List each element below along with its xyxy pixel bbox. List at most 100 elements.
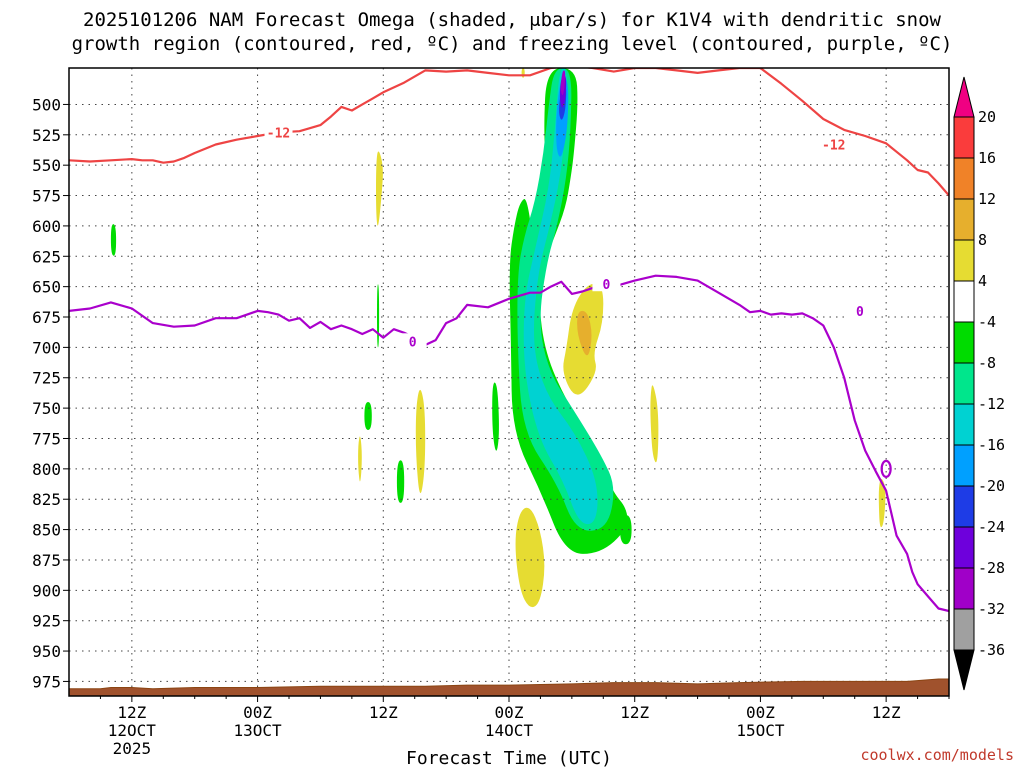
- y-tick-label-650: 650: [32, 278, 61, 297]
- colorbar-label-10: -24: [978, 518, 1005, 536]
- colorbar-label-4: 4: [978, 272, 987, 290]
- x-tick-label-24-1: 13OCT: [233, 721, 282, 740]
- colorbar-label-9: -20: [978, 477, 1005, 495]
- y-tick-label-525: 525: [32, 126, 61, 145]
- y-tick-label-575: 575: [32, 187, 61, 206]
- colorbar-arrow-top: [953, 76, 975, 118]
- colorbar-box-5: [953, 321, 975, 364]
- colorbar-box-4: [953, 280, 975, 323]
- terrain-ground-fill: [69, 678, 949, 696]
- colorbar-box-11: [953, 567, 975, 610]
- colorbar-legend: 20 16 12 8 4 -4 -8 -12 -16 -20 -24 -28 -32 -36: [953, 76, 1005, 691]
- y-axis: 500 525 550 575 600 625 650 675 700 725 750 775 800 8…: [32, 95, 69, 691]
- colorbar-box-9: [953, 485, 975, 528]
- freezing-label-1: 0: [409, 335, 417, 350]
- dgz-label-left: -12: [267, 126, 290, 141]
- chart-title-line-1: 2025101206 NAM Forecast Omega (shaded, μ…: [83, 9, 941, 31]
- omega-band-m28: [560, 70, 566, 96]
- x-tick-label-12-2: 2025: [113, 739, 152, 758]
- chart-title-line-2: growth region (contoured, red, ºC) and f…: [72, 33, 953, 55]
- x-axis-label: Forecast Time (UTC): [406, 748, 612, 768]
- omega-feature-3: [376, 151, 383, 226]
- colorbar-label-8: -16: [978, 436, 1005, 454]
- colorbar-label-5: -4: [978, 313, 996, 331]
- x-tick-label-24-0: 00Z: [243, 703, 272, 722]
- colorbar-label-2: 12: [978, 190, 996, 208]
- y-tick-label-625: 625: [32, 247, 61, 266]
- omega-cell-green-5: [492, 382, 499, 451]
- colorbar-box-10: [953, 526, 975, 569]
- colorbar-label-0: 20: [978, 108, 996, 126]
- x-tick-label-72-1: 15OCT: [736, 721, 785, 740]
- x-tick-label-12-0: 12Z: [117, 703, 146, 722]
- omega-shading-layer: [110, 68, 886, 608]
- credit-text: coolwx.com/models: [860, 746, 1014, 764]
- y-tick-label-775: 775: [32, 429, 61, 448]
- y-tick-label-725: 725: [32, 369, 61, 388]
- colorbar-box-8: [953, 444, 975, 487]
- freezing-label-2: 0: [603, 278, 611, 293]
- omega-feature-4: [415, 389, 426, 494]
- y-tick-label-600: 600: [32, 217, 61, 236]
- omega-feature-7: [515, 507, 545, 608]
- contour-layer: -12 -12 0 0 0: [69, 68, 949, 613]
- dgz-label-left-bg: [264, 124, 293, 140]
- colorbar-label-3: 8: [978, 231, 987, 249]
- colorbar-box-7: [953, 403, 975, 446]
- colorbar-box-6: [953, 362, 975, 405]
- colorbar-box-0: [953, 116, 975, 159]
- colorbar-arrow-bottom: [953, 649, 975, 691]
- x-tick-label-36-0: 12Z: [369, 703, 398, 722]
- y-tick-label-550: 550: [32, 156, 61, 175]
- y-tick-label-700: 700: [32, 338, 61, 357]
- y-tick-label-850: 850: [32, 521, 61, 540]
- omega-cell-green-4: [396, 460, 405, 503]
- y-tick-label-825: 825: [32, 490, 61, 509]
- y-tick-label-875: 875: [32, 551, 61, 570]
- freezing-label-3: 0: [856, 305, 864, 320]
- omega-feature-2: [577, 310, 592, 356]
- colorbar-label-7: -12: [978, 395, 1005, 413]
- colorbar-label-13: -36: [978, 641, 1005, 659]
- y-tick-label-800: 800: [32, 460, 61, 479]
- colorbar-label-1: 16: [978, 149, 996, 167]
- omega-feature-5: [358, 436, 362, 482]
- colorbar-box-2: [953, 198, 975, 241]
- x-tick-label-84-0: 12Z: [872, 703, 901, 722]
- x-tick-label-72-0: 00Z: [746, 703, 775, 722]
- freezing-level-contour: [69, 274, 949, 613]
- freezing-label-3-bg: [845, 302, 874, 318]
- omega-cell-green-1: [110, 224, 117, 256]
- dgz-label-right: -12: [822, 139, 845, 154]
- omega-feature-8: [878, 478, 886, 528]
- y-tick-label-925: 925: [32, 612, 61, 631]
- plot-area: -12 -12 0 0 0: [69, 68, 949, 696]
- omega-feature-6: [650, 385, 659, 463]
- colorbar-box-12: [953, 608, 975, 651]
- omega-cell-green-6: [620, 515, 632, 545]
- x-tick-label-12-1: 12OCT: [108, 721, 157, 740]
- y-tick-label-900: 900: [32, 581, 61, 600]
- x-tick-label-60-0: 12Z: [620, 703, 649, 722]
- freezing-label-1-bg: [398, 333, 427, 349]
- y-tick-label-975: 975: [32, 672, 61, 691]
- omega-cell-green-2: [364, 402, 372, 430]
- x-tick-label-48-0: 00Z: [495, 703, 524, 722]
- grid-lines: [69, 68, 949, 696]
- colorbar-label-11: -28: [978, 559, 1005, 577]
- omega-cell-green-3: [377, 284, 380, 348]
- colorbar-label-12: -32: [978, 600, 1005, 618]
- y-tick-label-675: 675: [32, 308, 61, 327]
- y-tick-label-750: 750: [32, 399, 61, 418]
- colorbar-label-6: -8: [978, 354, 996, 372]
- x-tick-label-48-1: 14OCT: [485, 721, 534, 740]
- y-tick-label-950: 950: [32, 642, 61, 661]
- colorbar-box-3: [953, 239, 975, 282]
- freezing-label-2-bg: [592, 276, 621, 292]
- y-tick-label-500: 500: [32, 95, 61, 114]
- dgz-label-right-bg: [819, 136, 848, 152]
- freezing-level-loop: [880, 459, 892, 478]
- dgz-contour-minus12: [69, 68, 949, 197]
